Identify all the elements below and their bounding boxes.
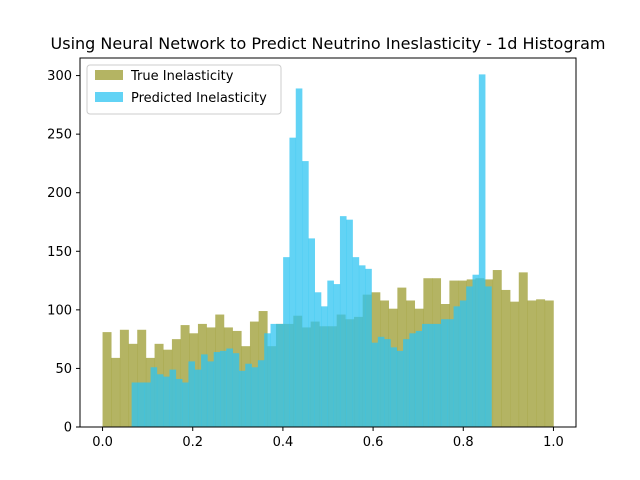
predicted-inelasticity-bar-45 bbox=[415, 330, 423, 427]
predicted-inelasticity-bar-26 bbox=[295, 88, 303, 428]
predicted-inelasticity-bar-37 bbox=[365, 268, 372, 427]
true-inelasticity-bar-50 bbox=[536, 299, 546, 427]
predicted-inelasticity-bar-27 bbox=[302, 161, 309, 427]
x-tick-label: 0.8 bbox=[453, 435, 474, 450]
true-inelasticity-bar-2 bbox=[119, 329, 129, 427]
predicted-inelasticity-bar-31 bbox=[327, 280, 334, 427]
legend: True Inelasticity Predicted Inelasticity bbox=[86, 64, 282, 115]
predicted-inelasticity-bar-38 bbox=[371, 342, 379, 427]
x-tick-label: 0.0 bbox=[92, 435, 113, 450]
predicted-inelasticity-bar-4 bbox=[156, 374, 164, 427]
true-inelasticity-bar-9 bbox=[180, 325, 190, 427]
legend-label-predicted-inelasticity: Predicted Inelasticity bbox=[131, 91, 267, 106]
predicted-inelasticity-bar-49 bbox=[440, 319, 448, 427]
y-tick-label: 250 bbox=[47, 128, 72, 143]
predicted-inelasticity-bar-39 bbox=[377, 336, 385, 427]
x-tick-label: 1.0 bbox=[543, 435, 564, 450]
predicted-inelasticity-bar-21 bbox=[264, 333, 271, 427]
predicted-inelasticity-bar-53 bbox=[466, 286, 473, 427]
predicted-inelasticity-bar-47 bbox=[428, 323, 435, 427]
legend-label-true-inelasticity: True Inelasticity bbox=[130, 69, 234, 84]
predicted-inelasticity-bar-48 bbox=[434, 323, 442, 427]
legend-swatch-predicted-inelasticity bbox=[95, 92, 123, 102]
predicted-inelasticity-bar-54 bbox=[472, 274, 480, 427]
predicted-inelasticity-bar-29 bbox=[314, 292, 322, 427]
predicted-inelasticity-bar-14 bbox=[220, 350, 227, 427]
predicted-inelasticity-bar-9 bbox=[188, 361, 196, 427]
y-tick-label: 150 bbox=[47, 245, 72, 260]
predicted-inelasticity-bar-24 bbox=[283, 257, 290, 427]
y-tick-label: 200 bbox=[47, 186, 72, 201]
predicted-inelasticity-bar-55 bbox=[478, 74, 486, 428]
predicted-inelasticity-bar-50 bbox=[447, 319, 454, 427]
true-inelasticity-bar-1 bbox=[111, 357, 121, 427]
predicted-inelasticity-bar-19 bbox=[251, 367, 259, 427]
predicted-inelasticity-bar-0 bbox=[131, 382, 139, 427]
true-inelasticity-bar-0 bbox=[102, 332, 112, 427]
predicted-inelasticity-bar-36 bbox=[358, 265, 366, 427]
predicted-inelasticity-bar-35 bbox=[352, 257, 360, 427]
true-inelasticity-bar-45 bbox=[492, 270, 502, 427]
chart-title: Using Neural Network to Predict Neutrino… bbox=[51, 34, 606, 53]
predicted-inelasticity-bar-6 bbox=[169, 369, 177, 427]
y-tick-label: 100 bbox=[47, 303, 72, 318]
predicted-inelasticity-bar-25 bbox=[289, 137, 297, 427]
true-inelasticity-bar-48 bbox=[518, 272, 528, 427]
series-predicted-inelasticity-bars bbox=[131, 74, 492, 428]
predicted-inelasticity-bar-40 bbox=[384, 339, 391, 427]
x-tick-label: 0.2 bbox=[182, 435, 203, 450]
true-inelasticity-bar-51 bbox=[544, 300, 554, 427]
x-tick-label: 0.6 bbox=[363, 435, 384, 450]
predicted-inelasticity-bar-52 bbox=[459, 300, 467, 427]
predicted-inelasticity-bar-23 bbox=[276, 323, 284, 427]
legend-swatch-true-inelasticity bbox=[95, 70, 123, 80]
predicted-inelasticity-bar-15 bbox=[226, 348, 233, 427]
predicted-inelasticity-bar-12 bbox=[207, 361, 214, 427]
predicted-inelasticity-bar-44 bbox=[409, 333, 416, 427]
legend-box bbox=[86, 64, 282, 115]
predicted-inelasticity-bar-3 bbox=[150, 367, 158, 427]
predicted-inelasticity-bar-43 bbox=[403, 339, 410, 427]
predicted-inelasticity-bar-20 bbox=[257, 360, 265, 427]
predicted-inelasticity-bar-16 bbox=[232, 353, 240, 427]
predicted-inelasticity-bar-30 bbox=[321, 306, 328, 427]
predicted-inelasticity-bar-17 bbox=[238, 370, 246, 427]
y-axis: 0 50 100 150 200 250 300 bbox=[47, 69, 80, 436]
predicted-inelasticity-bar-8 bbox=[182, 382, 189, 427]
predicted-inelasticity-bar-22 bbox=[270, 323, 278, 427]
predicted-inelasticity-bar-56 bbox=[485, 286, 492, 427]
predicted-inelasticity-bar-13 bbox=[213, 352, 221, 427]
predicted-inelasticity-bar-51 bbox=[453, 306, 461, 427]
predicted-inelasticity-bar-34 bbox=[346, 219, 353, 427]
true-inelasticity-bar-46 bbox=[501, 289, 511, 427]
predicted-inelasticity-bar-18 bbox=[245, 363, 252, 427]
y-tick-label: 0 bbox=[64, 421, 72, 436]
predicted-inelasticity-bar-7 bbox=[175, 378, 183, 427]
x-tick-label: 0.4 bbox=[273, 435, 294, 450]
predicted-inelasticity-bar-28 bbox=[308, 238, 315, 427]
predicted-inelasticity-bar-33 bbox=[339, 216, 347, 427]
predicted-inelasticity-bar-42 bbox=[396, 350, 404, 427]
y-tick-label: 300 bbox=[47, 69, 72, 84]
predicted-inelasticity-bar-41 bbox=[390, 347, 398, 427]
predicted-inelasticity-bar-1 bbox=[137, 382, 145, 427]
true-inelasticity-bar-49 bbox=[527, 300, 537, 427]
plot-frame bbox=[79, 57, 577, 428]
predicted-inelasticity-bar-2 bbox=[144, 382, 151, 427]
predicted-inelasticity-bar-5 bbox=[163, 376, 170, 427]
x-axis: 0.0 0.2 0.4 0.6 0.8 1.0 bbox=[92, 427, 564, 450]
true-inelasticity-bar-47 bbox=[510, 301, 520, 427]
predicted-inelasticity-bar-46 bbox=[422, 323, 429, 427]
predicted-inelasticity-bar-32 bbox=[333, 284, 341, 427]
predicted-inelasticity-bar-10 bbox=[194, 369, 202, 427]
y-tick-label: 50 bbox=[55, 362, 72, 377]
true-inelasticity-bar-4 bbox=[137, 329, 147, 427]
predicted-inelasticity-bar-11 bbox=[201, 354, 208, 427]
